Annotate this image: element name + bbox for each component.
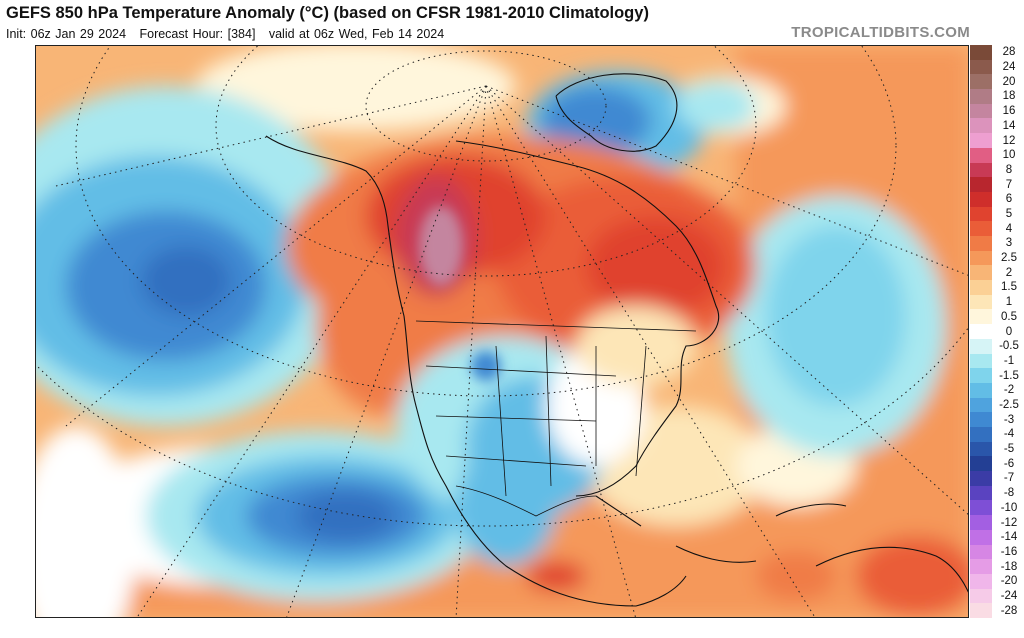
- colorbar-label: 2: [1005, 266, 1013, 279]
- colorbar-swatch: [970, 177, 992, 193]
- colorbar-label: 14: [1002, 119, 1016, 132]
- anomaly-cores: [419, 206, 501, 381]
- map-svg: [36, 46, 968, 617]
- colorbar-swatch: [970, 147, 992, 164]
- colorbar-label: -14: [1000, 531, 1018, 544]
- colorbar-swatch: [970, 515, 992, 531]
- forecast-hour: Forecast Hour: [384]: [139, 27, 256, 41]
- colorbar-label: -16: [1000, 545, 1018, 558]
- colorbar-label: -28: [1000, 604, 1018, 617]
- colorbar-swatch: [970, 456, 992, 472]
- colorbar-swatch: [970, 338, 992, 355]
- colorbar-swatch: [970, 133, 992, 149]
- colorbar-swatch: [970, 280, 992, 296]
- borders: [415, 320, 697, 517]
- colorbar-label: -20: [1000, 575, 1018, 588]
- colorbar-label: 16: [1002, 105, 1016, 118]
- colorbar-label: 0.5: [1001, 310, 1017, 323]
- colorbar-swatch: [970, 309, 992, 325]
- colorbar-label: -6: [1003, 457, 1015, 470]
- colorbar-label: 10: [1002, 149, 1016, 162]
- colorbar-swatch: [970, 441, 992, 457]
- colorbar-swatch: [970, 529, 992, 546]
- colorbar-swatch: [970, 191, 992, 208]
- graticule: [36, 46, 968, 617]
- colorbar-label: 20: [1002, 75, 1016, 88]
- colorbar-label: -12: [1000, 516, 1018, 529]
- colorbar-swatch: [970, 588, 992, 604]
- colorbar-swatch: [970, 250, 992, 266]
- colorbar-swatch: [970, 353, 992, 369]
- colorbar-swatch: [970, 221, 992, 237]
- colorbar-label: -1.5: [999, 369, 1019, 382]
- colorbar-swatch: [970, 368, 992, 384]
- colorbar-swatch: [970, 603, 992, 619]
- colorbar-label: 28: [1002, 46, 1016, 59]
- colorbar-swatch: [970, 236, 992, 252]
- colorbar-label: 5: [1005, 207, 1013, 220]
- anomaly-map: [35, 45, 969, 618]
- colorbar-label: 18: [1002, 90, 1016, 103]
- colorbar-label: -18: [1000, 560, 1018, 573]
- colorbar-swatch: [970, 544, 992, 560]
- colorbar-label: -0.5: [999, 340, 1019, 353]
- colorbar-label: -10: [1000, 501, 1018, 514]
- colorbar-swatch: [970, 118, 992, 134]
- colorbar-swatch: [970, 206, 992, 222]
- colorbar-swatch: [970, 45, 992, 61]
- colorbar-label: -3: [1003, 413, 1015, 426]
- colorbar-swatch: [970, 397, 992, 413]
- colorbar-swatch: [970, 573, 992, 590]
- colorbar-label: 3: [1005, 237, 1013, 250]
- colorbar-label: -7: [1003, 472, 1015, 485]
- colorbar-label: 4: [1005, 222, 1013, 235]
- colorbar-swatch: [970, 89, 992, 105]
- colorbar-swatch: [970, 74, 992, 90]
- colorbar-label: 0: [1005, 325, 1013, 338]
- colorbar-label: 1.5: [1001, 281, 1017, 294]
- colorbar-swatch: [970, 294, 992, 310]
- colorbar-swatch: [970, 382, 992, 399]
- colorbar-label: 12: [1002, 134, 1016, 147]
- colorbar-swatch: [970, 412, 992, 428]
- colorbar-label: -2: [1003, 384, 1015, 397]
- colorbar-label: 6: [1005, 193, 1013, 206]
- colorbar-swatch: [970, 324, 992, 340]
- colorbar-swatch: [970, 59, 992, 75]
- colorbar-label: -5: [1003, 443, 1015, 456]
- colorbar-swatch: [970, 427, 992, 443]
- colorbar-swatch: [970, 265, 992, 281]
- valid-time: valid at 06z Wed, Feb 14 2024: [268, 27, 445, 41]
- chart-title: GEFS 850 hPa Temperature Anomaly (°C) (b…: [6, 4, 649, 22]
- colorbar-label: -24: [1000, 589, 1018, 602]
- init-time: Init: 06z Jan 29 2024: [6, 27, 127, 41]
- colorbar-label: 1: [1005, 296, 1013, 309]
- colorbar-label: -8: [1003, 487, 1015, 500]
- coastlines: [265, 73, 968, 607]
- colorbar-swatch: [970, 559, 992, 575]
- colorbar-swatch: [970, 162, 992, 178]
- colorbar-label: 8: [1005, 163, 1013, 176]
- colorbar-label: -2.5: [999, 398, 1019, 411]
- colorbar-label: 7: [1005, 178, 1013, 191]
- colorbar-legend: 28 24 20 18 16 14 12 10 8 7 6 5 4 3 2.5 2 1.5 1 0.5 0 -0.5 -1…: [970, 45, 1024, 619]
- colorbar-label: -1: [1003, 354, 1015, 367]
- site-credit: TROPICALTIDBITS.COM: [791, 24, 970, 41]
- colorbar-swatch: [970, 103, 992, 119]
- colorbar-swatch: [970, 500, 992, 516]
- colorbar-label: -4: [1003, 428, 1015, 441]
- colorbar-swatch: [970, 471, 992, 487]
- colorbar-label: 2.5: [1001, 252, 1017, 265]
- run-info: Init: 06z Jan 29 2024 Forecast Hour: [38…: [6, 27, 444, 41]
- colorbar-swatch: [970, 485, 992, 501]
- colorbar-label: 24: [1002, 61, 1016, 74]
